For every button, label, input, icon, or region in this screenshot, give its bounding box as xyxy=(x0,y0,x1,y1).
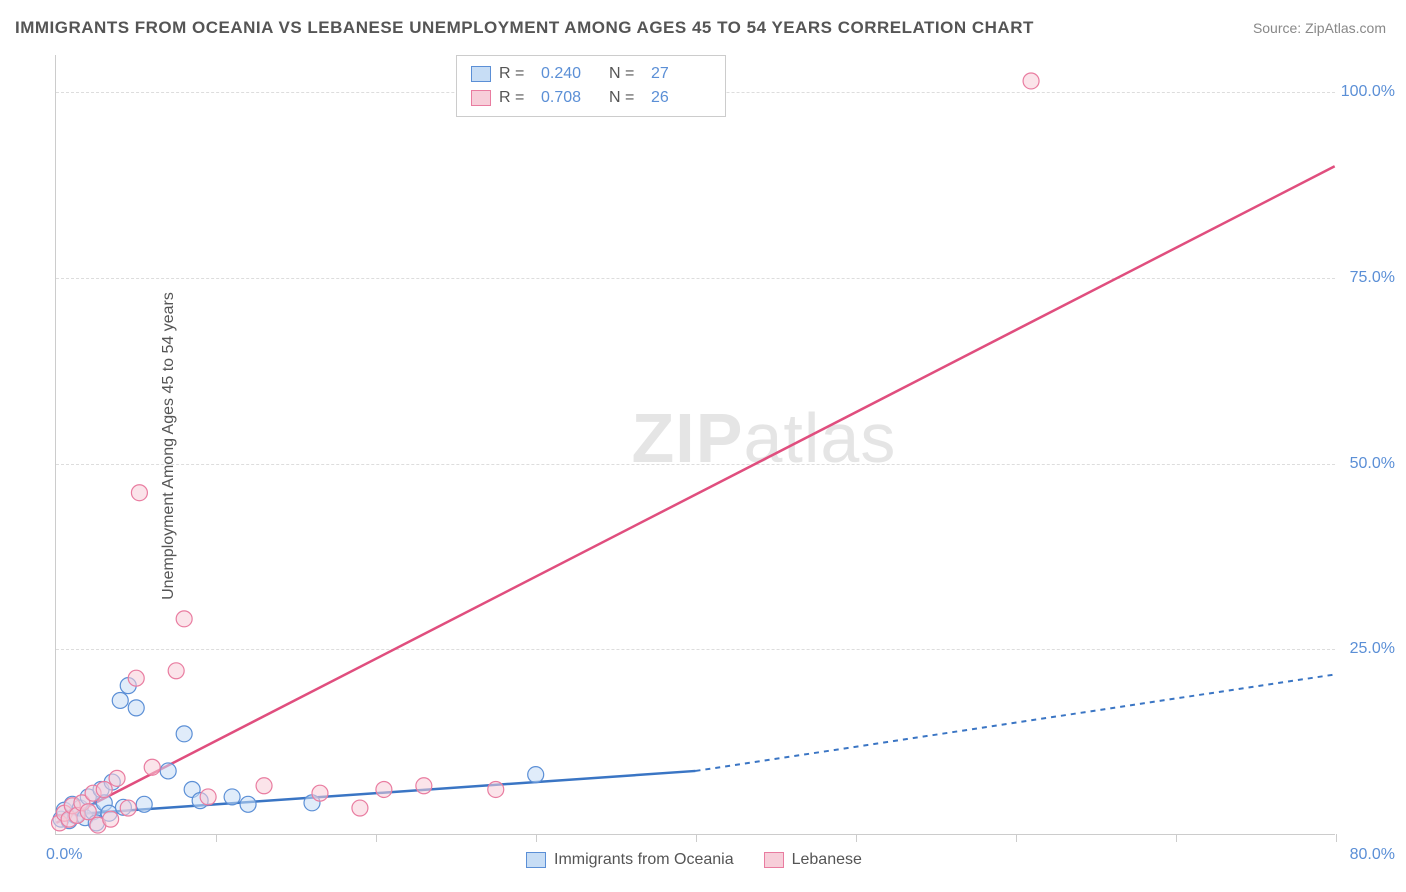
x-tick xyxy=(856,834,857,842)
data-point-lebanese xyxy=(256,778,272,794)
data-point-lebanese xyxy=(120,800,136,816)
data-point-lebanese xyxy=(128,670,144,686)
swatch-blue-icon xyxy=(526,852,546,868)
x-tick xyxy=(1016,834,1017,842)
x-tick xyxy=(376,834,377,842)
data-point-lebanese xyxy=(96,781,112,797)
x-tick xyxy=(216,834,217,842)
regression-line-oceania xyxy=(56,771,695,816)
x-tick xyxy=(1336,834,1337,842)
chart-plot-area: ZIPatlas 25.0%50.0%75.0%100.0% R = 0.240… xyxy=(55,55,1335,835)
swatch-pink-icon xyxy=(764,852,784,868)
legend-row-lebanese: R = 0.708 N = 26 xyxy=(471,86,711,110)
x-origin-label: 0.0% xyxy=(46,846,82,864)
n-label: N = xyxy=(609,89,643,107)
legend-label-oceania: Immigrants from Oceania xyxy=(554,851,734,869)
data-point-lebanese xyxy=(200,789,216,805)
data-point-lebanese xyxy=(1023,73,1039,89)
x-tick xyxy=(1176,834,1177,842)
data-point-oceania xyxy=(136,796,152,812)
legend-row-oceania: R = 0.240 N = 27 xyxy=(471,62,711,86)
legend-item-lebanese: Lebanese xyxy=(764,851,862,869)
data-point-oceania xyxy=(528,767,544,783)
data-point-lebanese xyxy=(352,800,368,816)
n-label: N = xyxy=(609,65,643,83)
legend-item-oceania: Immigrants from Oceania xyxy=(526,851,734,869)
n-value-oceania: 27 xyxy=(651,65,711,83)
data-point-lebanese xyxy=(376,781,392,797)
correlation-legend: R = 0.240 N = 27 R = 0.708 N = 26 xyxy=(456,55,726,117)
swatch-blue-icon xyxy=(471,66,491,82)
data-point-lebanese xyxy=(168,663,184,679)
y-tick-label: 100.0% xyxy=(1341,83,1395,101)
x-end-label: 80.0% xyxy=(1350,846,1395,864)
y-tick-label: 50.0% xyxy=(1350,455,1395,473)
data-point-lebanese xyxy=(312,785,328,801)
data-point-oceania xyxy=(160,763,176,779)
data-point-oceania xyxy=(176,726,192,742)
data-point-oceania xyxy=(224,789,240,805)
data-point-lebanese xyxy=(176,611,192,627)
r-label: R = xyxy=(499,65,533,83)
series-legend: Immigrants from Oceania Lebanese xyxy=(526,851,862,869)
data-point-oceania xyxy=(240,796,256,812)
data-point-lebanese xyxy=(416,778,432,794)
source-label: Source: ZipAtlas.com xyxy=(1253,20,1386,36)
r-value-lebanese: 0.708 xyxy=(541,89,601,107)
regression-line-dashed-oceania xyxy=(696,674,1335,770)
data-point-lebanese xyxy=(131,485,147,501)
swatch-pink-icon xyxy=(471,90,491,106)
scatter-plot-svg xyxy=(56,55,1335,834)
r-label: R = xyxy=(499,89,533,107)
y-tick-label: 25.0% xyxy=(1350,640,1395,658)
data-point-lebanese xyxy=(488,781,504,797)
chart-title: IMMIGRANTS FROM OCEANIA VS LEBANESE UNEM… xyxy=(15,18,1034,38)
data-point-oceania xyxy=(112,692,128,708)
y-tick-label: 75.0% xyxy=(1350,269,1395,287)
data-point-lebanese xyxy=(109,770,125,786)
data-point-lebanese xyxy=(144,759,160,775)
r-value-oceania: 0.240 xyxy=(541,65,601,83)
n-value-lebanese: 26 xyxy=(651,89,711,107)
legend-label-lebanese: Lebanese xyxy=(792,851,862,869)
x-tick xyxy=(696,834,697,842)
x-tick xyxy=(536,834,537,842)
data-point-lebanese xyxy=(80,804,96,820)
data-point-lebanese xyxy=(103,811,119,827)
data-point-oceania xyxy=(128,700,144,716)
regression-line-lebanese xyxy=(56,166,1334,823)
